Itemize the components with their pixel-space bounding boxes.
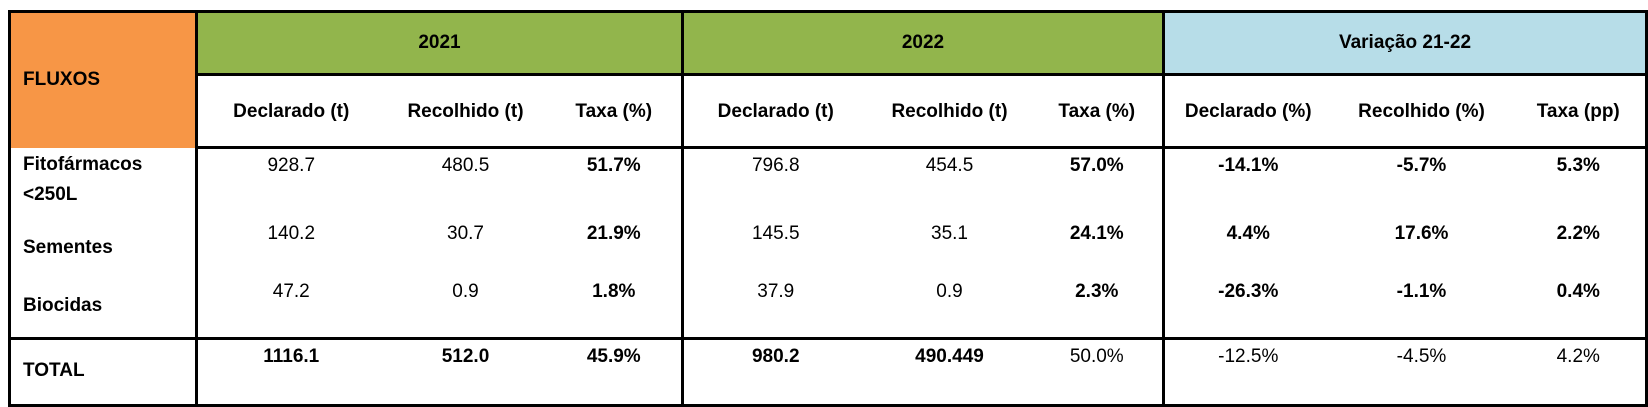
table-cell: 454.5 bbox=[925, 155, 974, 176]
table-cell: 0.9 bbox=[452, 281, 479, 302]
table-cell: 490.449 bbox=[867, 337, 1032, 406]
table-cell: 2.2% bbox=[1556, 223, 1600, 244]
table-cell: 47.2 bbox=[195, 273, 385, 339]
table-cell: 57.0% bbox=[1069, 155, 1124, 176]
table-row: Biocidas 47.2 0.9 1.8% 37.9 0.9 2.3% -26.3% -1.1… bbox=[10, 273, 1647, 339]
row-label: Biocidas bbox=[23, 295, 103, 316]
column-header: Declarado (t) bbox=[195, 74, 385, 149]
column-header: Recolhido (%) bbox=[1331, 74, 1512, 149]
table-cell: 50.0% bbox=[1031, 337, 1164, 406]
table-cell: 0.9 bbox=[936, 281, 963, 302]
column-header: Taxa (%) bbox=[1031, 74, 1164, 149]
table-cell: 480.5 bbox=[441, 155, 490, 176]
fluxos-table: FLUXOS 2021 2022 Variação 21-22 Declarad… bbox=[8, 10, 1648, 407]
column-header: Recolhido (t) bbox=[867, 74, 1032, 149]
row-label: Fitofármacos <250L bbox=[23, 153, 143, 205]
table-cell: -26.3% bbox=[1162, 273, 1332, 339]
table-cell: 21.9% bbox=[586, 223, 641, 244]
table-cell: 928.7 bbox=[195, 147, 385, 213]
total-row: TOTAL 1116.1 512.0 45.9% 980.2 490.449 50.0% -1… bbox=[9, 337, 1647, 406]
table-cell: 30.7 bbox=[447, 223, 484, 244]
group-header-2022: 2022 bbox=[681, 11, 1164, 76]
table-cell: 35.1 bbox=[931, 223, 968, 244]
table-cell: 17.6% bbox=[1394, 223, 1449, 244]
row-label: Sementes bbox=[23, 237, 113, 258]
row-label: TOTAL bbox=[9, 337, 197, 406]
table-cell: -1.1% bbox=[1396, 281, 1447, 302]
table-cell: 0.4% bbox=[1556, 281, 1600, 302]
table-cell: 2.3% bbox=[1075, 281, 1119, 302]
table-cell: 37.9 bbox=[681, 273, 868, 339]
table-cell: 796.8 bbox=[681, 147, 868, 213]
table-cell: -4.5% bbox=[1331, 337, 1512, 406]
group-header-2021: 2021 bbox=[195, 11, 683, 76]
column-header: Declarado (t) bbox=[681, 74, 868, 149]
table-cell: 145.5 bbox=[681, 213, 868, 273]
table-row: Fitofármacos <250L 928.7 480.5 51.7% 796.8 45… bbox=[10, 147, 1647, 213]
table-cell: 4.4% bbox=[1162, 213, 1332, 273]
table-cell: 980.2 bbox=[681, 337, 868, 406]
column-header: Taxa (%) bbox=[546, 74, 683, 149]
column-header: Taxa (pp) bbox=[1511, 74, 1647, 149]
table-cell: 1116.1 bbox=[195, 337, 385, 406]
column-header: Declarado (%) bbox=[1162, 74, 1332, 149]
table-cell: 45.9% bbox=[546, 337, 683, 406]
table-cell: 512.0 bbox=[384, 337, 547, 406]
table-cell: 51.7% bbox=[586, 155, 641, 176]
column-header: Recolhido (t) bbox=[384, 74, 547, 149]
group-header-variacao: Variação 21-22 bbox=[1162, 11, 1647, 76]
fluxos-header: FLUXOS bbox=[9, 11, 197, 148]
table-cell: 5.3% bbox=[1556, 155, 1600, 176]
table-cell: 1.8% bbox=[592, 281, 636, 302]
table-cell: -14.1% bbox=[1162, 147, 1332, 213]
table-cell: 4.2% bbox=[1511, 337, 1647, 406]
table-row: Sementes 140.2 30.7 21.9% 145.5 35.1 24.1% 4.4%… bbox=[10, 213, 1647, 273]
table-cell: -5.7% bbox=[1396, 155, 1447, 176]
table-cell: -12.5% bbox=[1162, 337, 1332, 406]
table-cell: 140.2 bbox=[195, 213, 385, 273]
table-cell: 24.1% bbox=[1069, 223, 1124, 244]
